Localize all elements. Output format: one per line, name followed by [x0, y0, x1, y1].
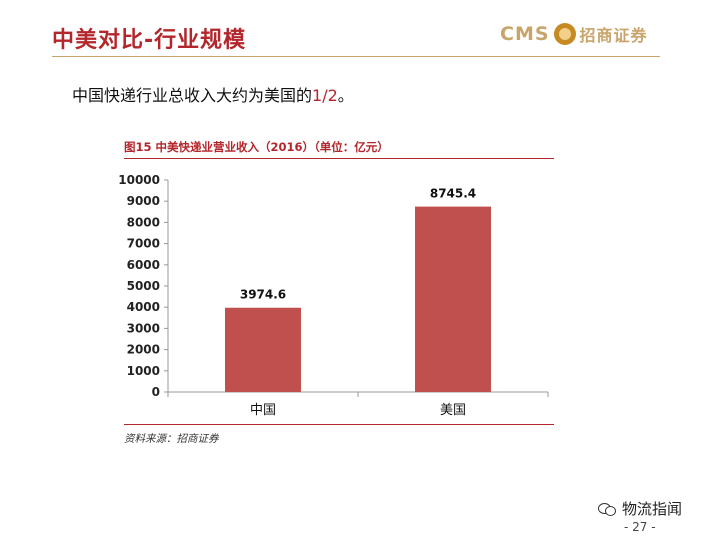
- y-tick-label: 8000: [127, 215, 160, 229]
- y-tick-label: 2000: [127, 343, 160, 357]
- page-number: - 27 -: [624, 520, 656, 534]
- company-logo: CMS 招商证券: [500, 20, 648, 48]
- logo-cms-text: CMS: [500, 23, 550, 45]
- y-tick-label: 4000: [127, 300, 160, 314]
- watermark: 物流指闻: [598, 498, 682, 519]
- logo-company-name: 招商证券: [579, 26, 648, 45]
- bar-0: [225, 307, 301, 392]
- y-tick-label: 1000: [127, 364, 160, 378]
- y-tick-label: 5000: [127, 279, 160, 293]
- x-tick-label: 中国: [250, 403, 276, 418]
- y-tick-label: 6000: [127, 258, 160, 272]
- title-divider: [52, 56, 660, 57]
- y-tick-label: 0: [152, 385, 160, 399]
- subtitle-prefix: 中国快递行业总收入大约为美国的: [72, 86, 313, 105]
- wechat-icon: [598, 502, 616, 516]
- data-label: 8745.4: [430, 187, 476, 201]
- figure-top-rule: [124, 158, 554, 159]
- subtitle-suffix: 。: [337, 86, 354, 105]
- x-tick-label: 美国: [440, 403, 466, 418]
- y-tick-label: 3000: [127, 321, 160, 335]
- data-label: 3974.6: [240, 288, 286, 302]
- subtitle-highlight: 1/2: [312, 86, 338, 105]
- y-tick-label: 7000: [127, 237, 160, 251]
- logo-emblem-icon: [553, 23, 576, 45]
- watermark-text: 物流指闻: [622, 500, 683, 518]
- slide-title: 中美对比-行业规模: [52, 28, 247, 53]
- y-tick-label: 10000: [118, 173, 160, 187]
- figure-source: 资料来源：招商证券: [124, 433, 219, 445]
- bar-1: [415, 206, 491, 392]
- y-tick-label: 9000: [127, 194, 160, 208]
- figure-bottom-rule: [124, 424, 554, 425]
- slide-subtitle: 中国快递行业总收入大约为美国的1/2。: [72, 82, 354, 106]
- figure-title: 图15 中美快递业营业收入（2016）（单位：亿元）: [124, 140, 389, 154]
